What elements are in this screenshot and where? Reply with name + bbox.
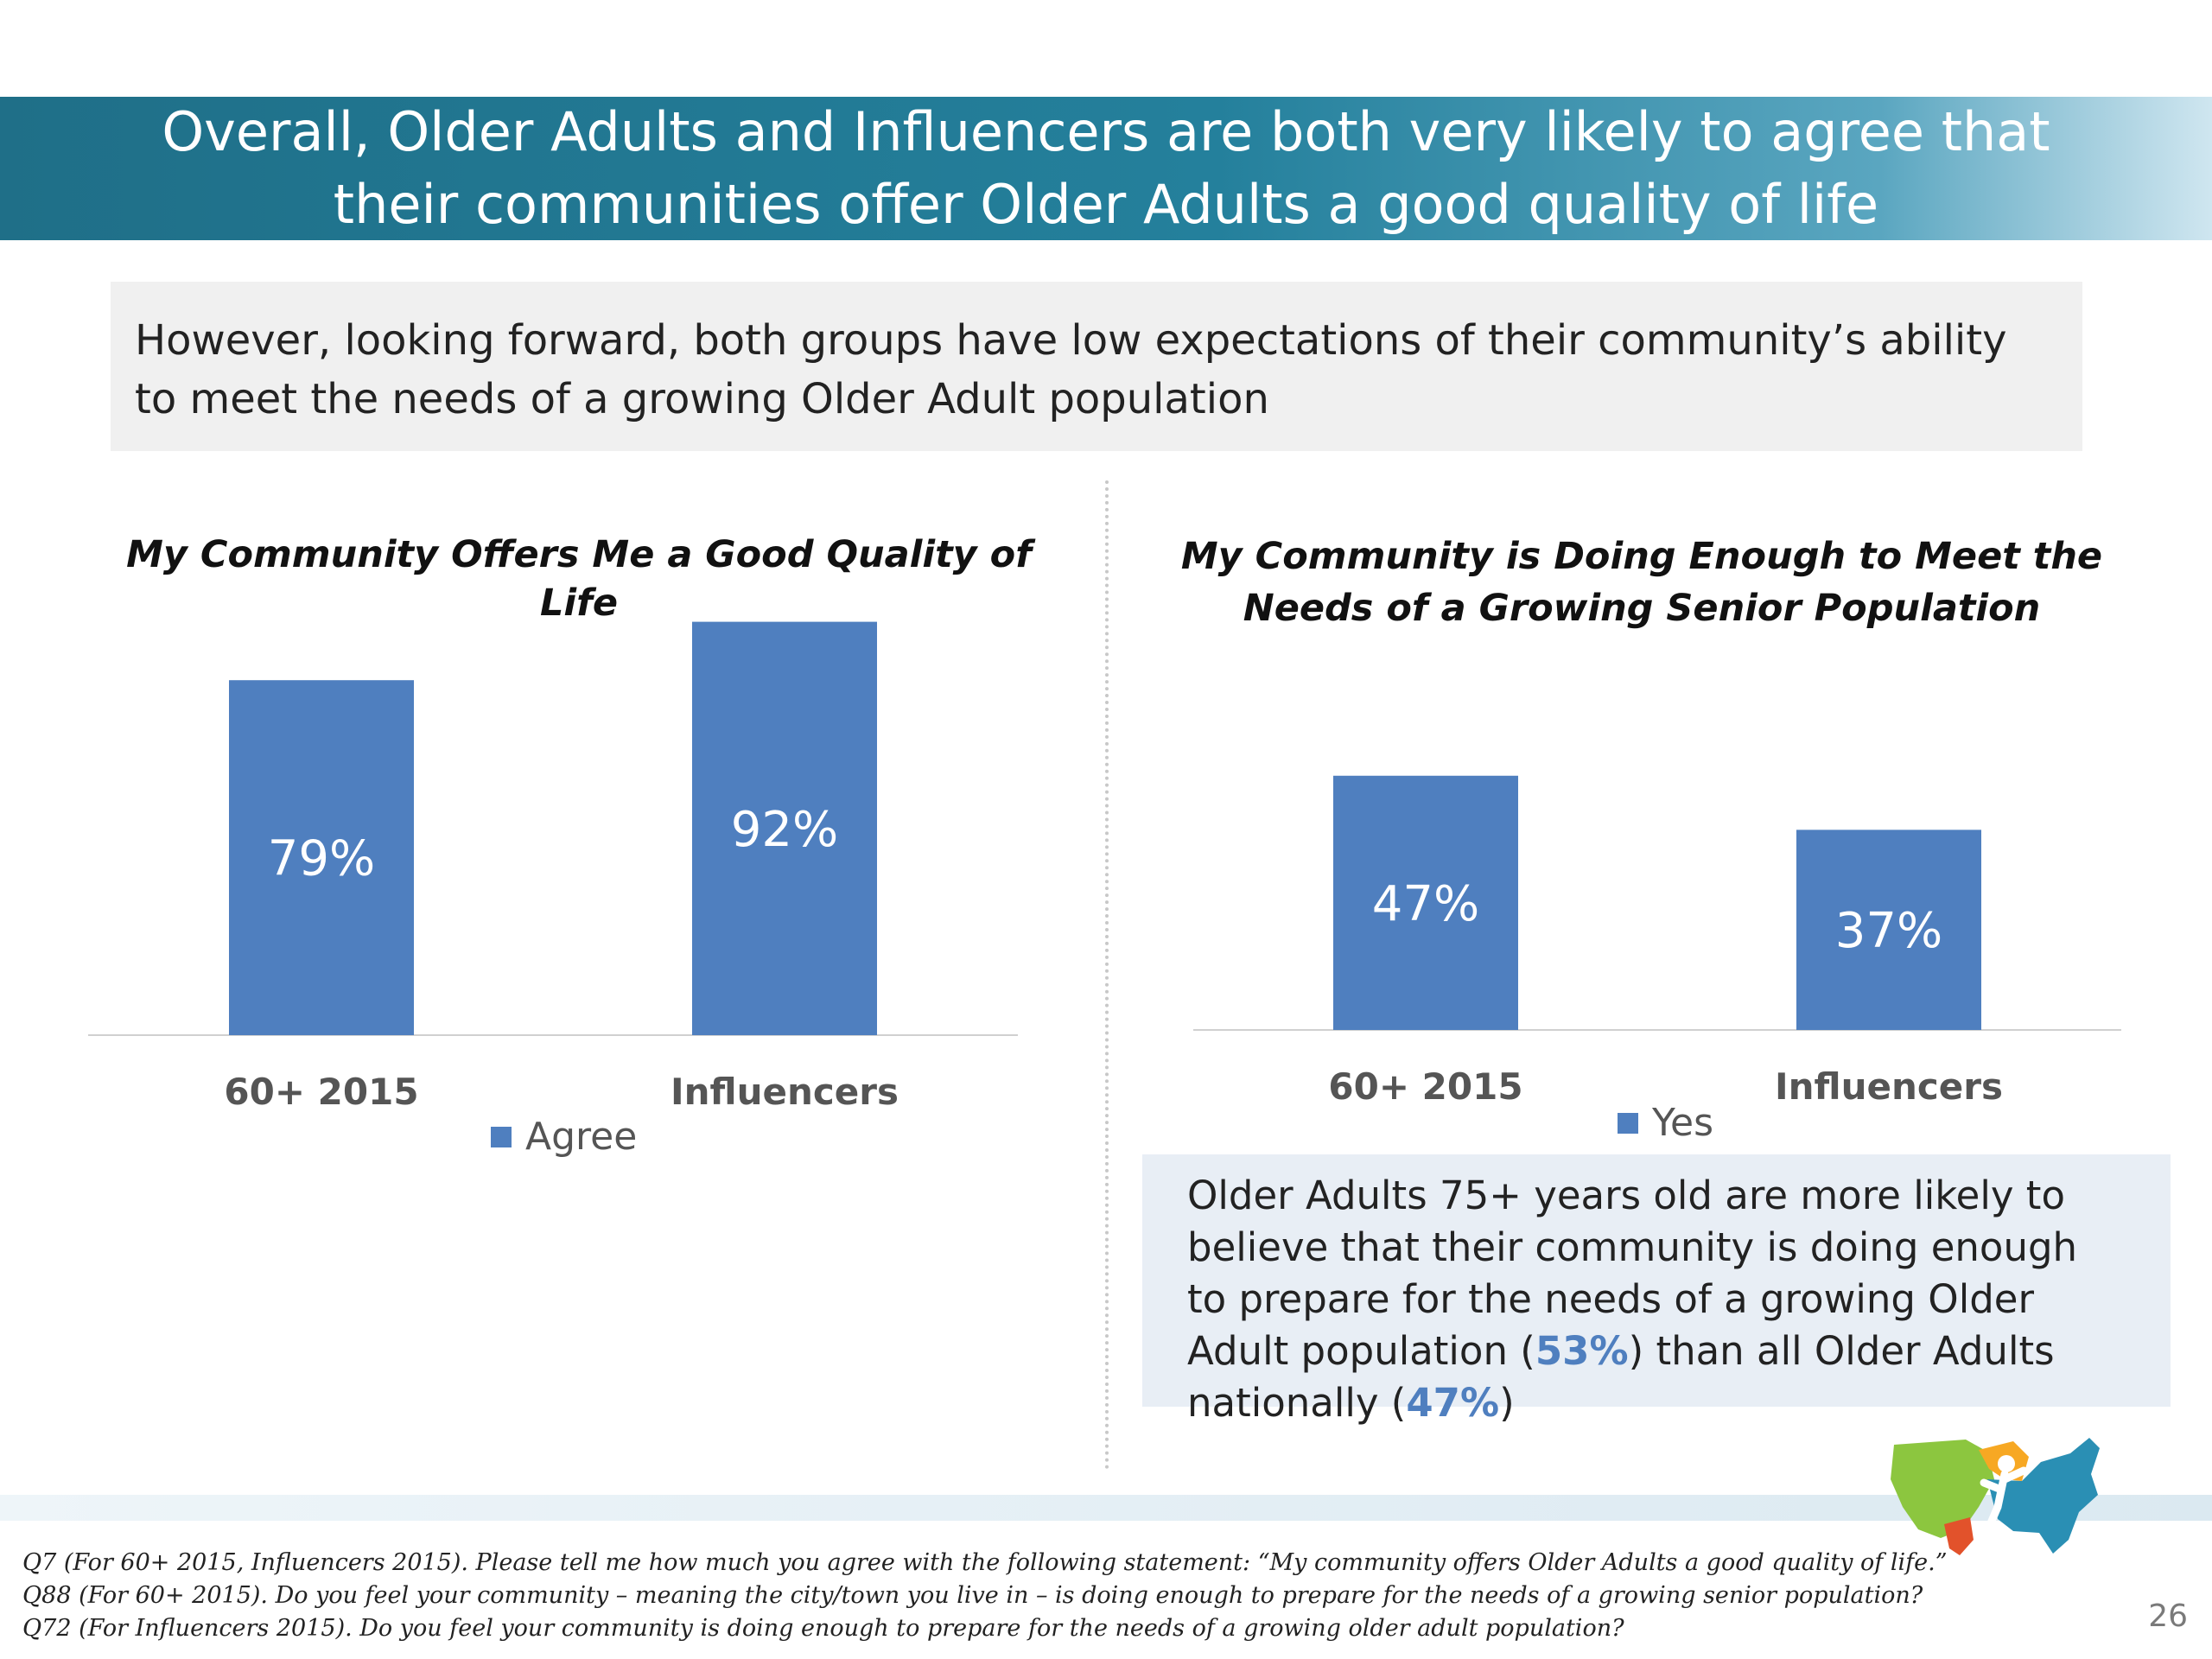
chart-1-category-label-0: 60+ 2015 [224,1071,418,1113]
page-number: 26 [2148,1599,2188,1634]
footnote-q72: Q72 (For Influencers 2015). Do you feel … [22,1615,1624,1642]
chart-2: 47% 60+ 2015 37% Influencers Yes [1193,775,2121,1145]
callout-text-after: ) [1499,1380,1515,1426]
footnote-q88: Q88 (For 60+ 2015). Do you feel your com… [22,1582,1923,1609]
callout-value-national: 47% [1406,1380,1500,1426]
title-banner [0,97,2212,240]
column-divider [1105,480,1109,1470]
chart-1-category-label-1: Influencers [671,1071,899,1113]
chart-1-bar-1 [692,621,877,1035]
chart-2-legend-swatch [1618,1113,1638,1134]
chart-1-title: My Community Offers Me a Good Quality of… [126,533,1032,625]
footer-band [0,1495,2212,1521]
footnotes: Q7 (For 60+ 2015, Influencers 2015). Ple… [22,1547,2010,1645]
callout-text-middle: ) than all Older Adults nationally ( [1187,1328,2055,1426]
chart-2-bar-1 [1796,830,1981,1030]
chart-2-legend-label: Yes [1651,1101,1713,1145]
subtitle-box: However, looking forward, both groups ha… [111,282,2082,451]
chart-1-data-label-0: 79% [268,831,375,887]
callout-text-before: Older Adults 75+ years old are more like… [1187,1173,2078,1374]
chart-2-category-label-0: 60+ 2015 [1328,1065,1522,1108]
us-map-logo-icon [1891,1438,2100,1555]
chart-2-data-label-1: 37% [1835,903,1942,959]
footnote-q7: Q7 (For 60+ 2015, Influencers 2015). Ple… [22,1549,1948,1576]
chart-2-title: My Community is Doing Enough to Meet the… [1180,535,2103,630]
chart-1-bar-0 [229,680,414,1035]
subtitle-text: However, looking forward, both groups ha… [135,316,2007,423]
chart-2-bar-0 [1333,775,1518,1030]
callout-box: Older Adults 75+ years old are more like… [1142,1154,2171,1426]
chart-2-data-label-0: 47% [1372,876,1479,932]
chart-1-legend-label: Agree [525,1115,637,1159]
callout-value-75plus: 53% [1535,1328,1629,1374]
chart-1: 79% 60+ 2015 92% Influencers Agree [88,621,1018,1159]
page-title: Overall, Older Adults and Influencers ar… [162,100,2050,236]
chart-1-legend-swatch [491,1127,512,1147]
chart-2-category-label-1: Influencers [1775,1065,2003,1108]
chart-1-data-label-1: 92% [731,802,838,858]
